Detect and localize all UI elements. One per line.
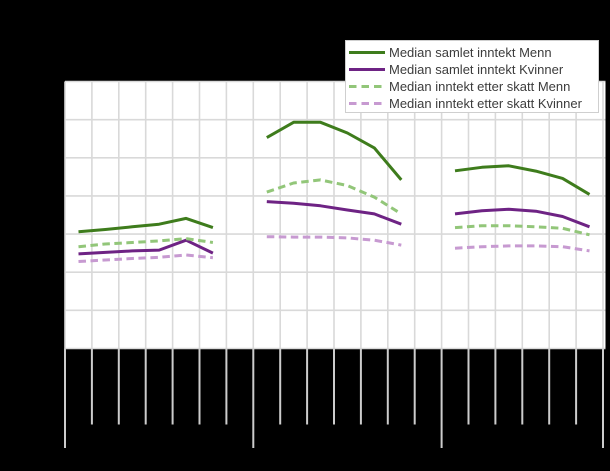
series-line-3-group-1 [266, 235, 402, 247]
legend-label: Median inntekt etter skatt Menn [389, 79, 571, 94]
chart-legend: Median samlet inntekt Menn Median samlet… [345, 40, 599, 113]
series-line-2-group-2 [454, 224, 590, 237]
legend-item: Median inntekt etter skatt Kvinner [349, 95, 598, 112]
legend-item: Median inntekt etter skatt Menn [349, 78, 598, 95]
series-line-3-group-0 [78, 253, 214, 263]
series-line-2-group-0 [78, 237, 214, 249]
legend-item: Median samlet inntekt Kvinner [349, 61, 598, 78]
legend-label: Median inntekt etter skatt Kvinner [389, 96, 582, 111]
legend-label: Median samlet inntekt Menn [389, 45, 552, 60]
legend-label: Median samlet inntekt Kvinner [389, 62, 564, 77]
plot-area [65, 81, 606, 349]
series-line-1-group-1 [266, 200, 402, 226]
legend-item: Median samlet inntekt Menn [349, 44, 598, 61]
series-line-0-group-2 [454, 164, 591, 196]
series-line-1-group-2 [454, 207, 591, 229]
series-line-1-group-0 [78, 238, 214, 256]
series-line-0-group-1 [266, 120, 403, 181]
series-line-0-group-0 [78, 216, 214, 234]
legend-line-swatch-dashed-purple [349, 102, 385, 105]
legend-line-swatch-solid-purple [349, 68, 385, 71]
series-line-3-group-2 [454, 244, 590, 253]
legend-line-swatch-dashed-green [349, 85, 385, 88]
legend-line-swatch-solid-green [349, 51, 385, 54]
